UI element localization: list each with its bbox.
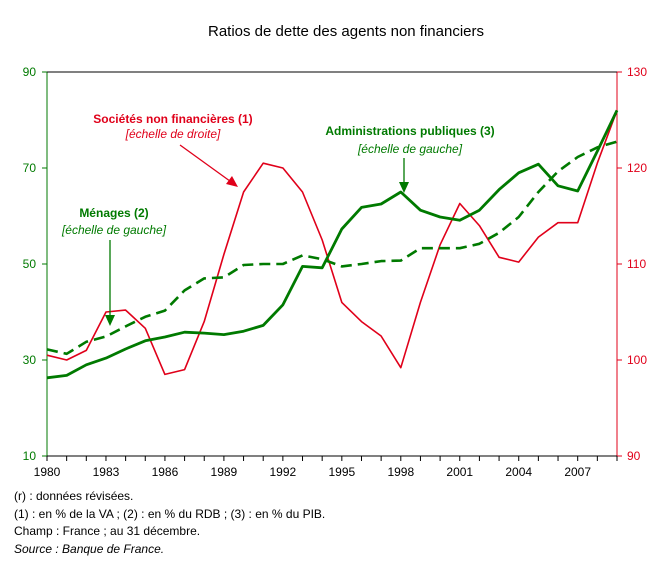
x-tick-label: 1998 bbox=[387, 465, 414, 479]
snf-scale-label: [échelle de droite] bbox=[125, 127, 221, 141]
left-tick-label: 30 bbox=[23, 353, 37, 367]
x-tick-label: 1980 bbox=[34, 465, 61, 479]
x-tick-label: 2001 bbox=[446, 465, 473, 479]
right-tick-label: 130 bbox=[627, 65, 647, 79]
footnote-source: Source : Banque de France. bbox=[14, 541, 165, 556]
x-tick-label: 2004 bbox=[505, 465, 532, 479]
x-tick-label: 1986 bbox=[152, 465, 179, 479]
footnotes: (r) : données révisées. (1) : en % de la… bbox=[14, 488, 325, 558]
footnote-revised: (r) : données révisées. bbox=[14, 489, 134, 503]
left-tick-label: 50 bbox=[23, 257, 37, 271]
chart-title: Ratios de dette des agents non financier… bbox=[208, 23, 484, 40]
series-line-apu bbox=[46, 109, 619, 380]
menages-scale-label: [échelle de gauche] bbox=[61, 223, 167, 237]
series-line-menages bbox=[46, 140, 618, 356]
debt-ratio-chart: Ratios de dette des agents non financier… bbox=[23, 23, 648, 479]
apu-arrow-head bbox=[399, 182, 409, 193]
x-tick-label: 2007 bbox=[564, 465, 591, 479]
snf-arrow-line bbox=[179, 144, 235, 185]
footnote-scope: Champ : France ; au 31 décembre. bbox=[14, 524, 201, 538]
snf-arrow-head bbox=[226, 176, 238, 187]
left-tick-label: 90 bbox=[23, 65, 37, 79]
snf-label: Sociétés non financières (1) bbox=[93, 112, 252, 126]
right-tick-label: 120 bbox=[627, 161, 647, 175]
right-tick-label: 90 bbox=[627, 449, 641, 463]
x-tick-label: 1989 bbox=[211, 465, 238, 479]
right-tick-label: 100 bbox=[627, 353, 647, 367]
left-tick-label: 70 bbox=[23, 161, 37, 175]
x-tick-label: 1983 bbox=[93, 465, 120, 479]
right-tick-label: 110 bbox=[627, 257, 646, 271]
menages-arrow-head bbox=[105, 315, 115, 326]
x-tick-label: 1992 bbox=[270, 465, 297, 479]
menages-label: Ménages (2) bbox=[79, 206, 148, 220]
annotations: Sociétés non financières (1) [échelle de… bbox=[61, 112, 495, 326]
footnote-units: (1) : en % de la VA ; (2) : en % du RDB … bbox=[14, 506, 326, 521]
left-tick-label: 10 bbox=[23, 449, 37, 463]
apu-scale-label: [échelle de gauche] bbox=[357, 142, 463, 156]
x-tick-label: 1995 bbox=[328, 465, 355, 479]
apu-label: Administrations publiques (3) bbox=[325, 124, 494, 138]
series-line-snf bbox=[46, 110, 618, 376]
